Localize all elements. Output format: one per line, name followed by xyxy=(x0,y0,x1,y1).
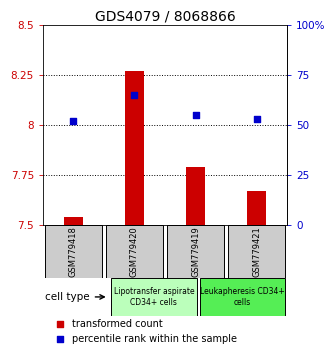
Bar xyxy=(228,225,285,278)
Text: GSM779418: GSM779418 xyxy=(69,226,78,277)
Point xyxy=(193,112,198,118)
Text: GSM779420: GSM779420 xyxy=(130,226,139,277)
Bar xyxy=(200,278,285,316)
Point xyxy=(71,118,76,124)
Title: GDS4079 / 8068866: GDS4079 / 8068866 xyxy=(95,10,235,24)
Text: transformed count: transformed count xyxy=(72,319,163,329)
Bar xyxy=(125,71,144,225)
Point xyxy=(254,116,259,121)
Point xyxy=(57,336,63,342)
Text: percentile rank within the sample: percentile rank within the sample xyxy=(72,334,237,344)
Bar xyxy=(248,191,266,225)
Text: Leukapheresis CD34+
cells: Leukapheresis CD34+ cells xyxy=(200,287,285,307)
Text: GSM779419: GSM779419 xyxy=(191,226,200,277)
Point xyxy=(57,321,63,326)
Text: Lipotransfer aspirate
CD34+ cells: Lipotransfer aspirate CD34+ cells xyxy=(114,287,194,307)
Bar xyxy=(64,217,82,225)
Point xyxy=(132,92,137,98)
Bar xyxy=(106,225,163,278)
Bar xyxy=(111,278,197,316)
Text: GSM779421: GSM779421 xyxy=(252,226,261,277)
Bar xyxy=(186,167,205,225)
Bar xyxy=(45,225,102,278)
Text: cell type: cell type xyxy=(45,292,104,302)
Bar xyxy=(167,225,224,278)
